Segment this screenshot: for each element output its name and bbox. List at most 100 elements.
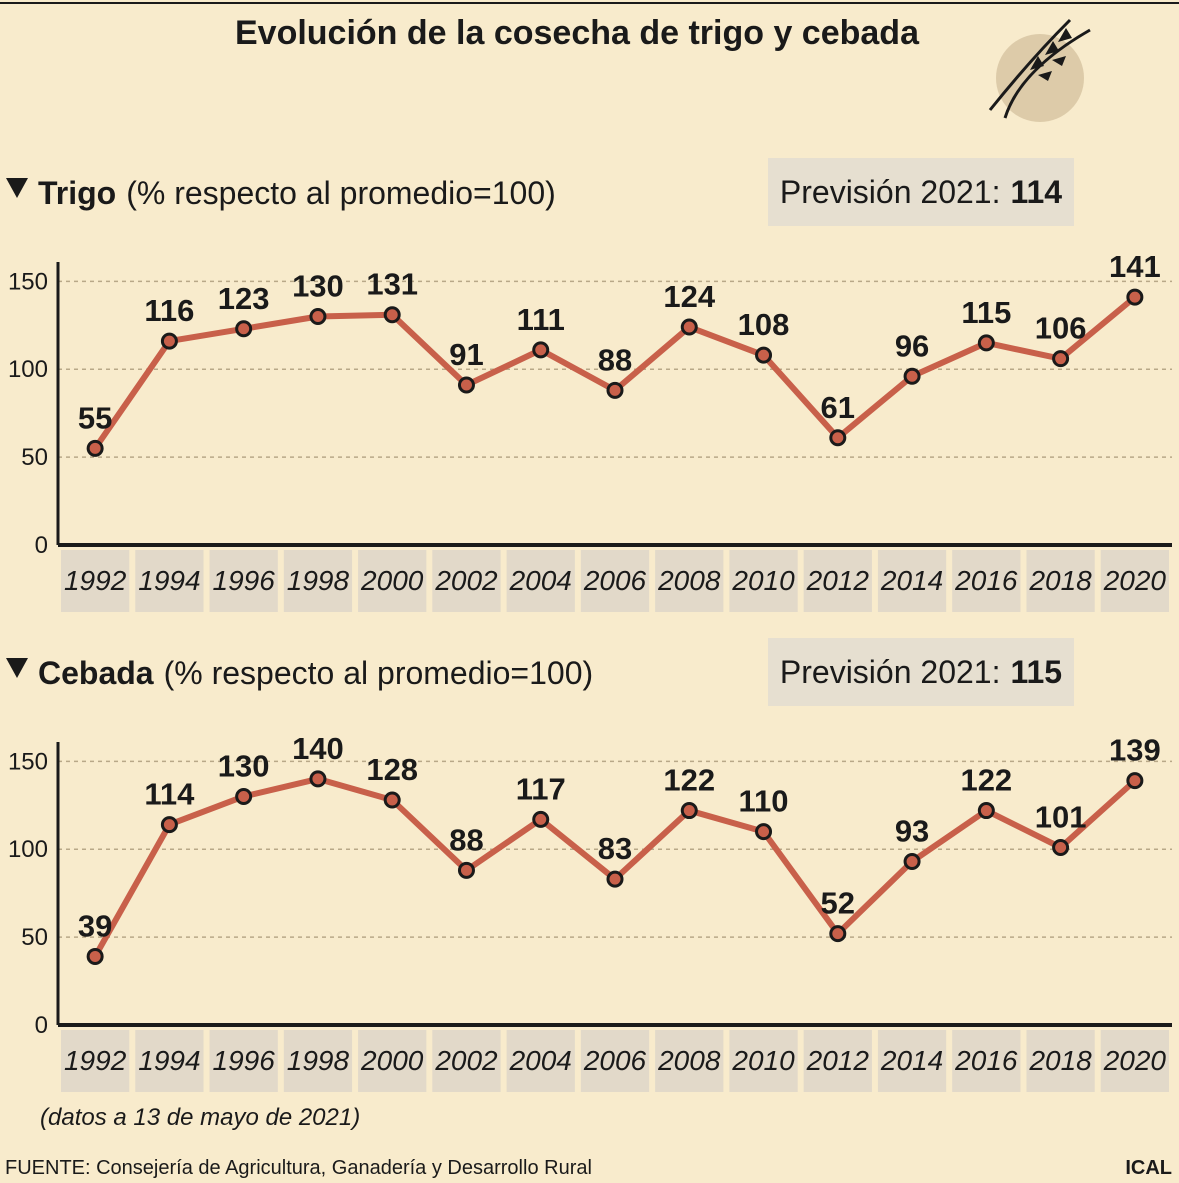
x-tick-label: 1998 bbox=[287, 565, 350, 596]
y-tick-label: 50 bbox=[21, 924, 48, 951]
forecast-label: Previsión 2021: bbox=[780, 174, 1001, 210]
data-label: 61 bbox=[821, 390, 855, 425]
data-label: 140 bbox=[292, 731, 344, 766]
x-tick-cell bbox=[432, 550, 501, 612]
data-label: 83 bbox=[598, 831, 632, 866]
data-point bbox=[755, 346, 773, 364]
x-tick-cell bbox=[580, 550, 650, 612]
main-title: Evolución de la cosecha de trigo y cebad… bbox=[235, 14, 920, 52]
x-tick-label: 2014 bbox=[880, 1045, 943, 1076]
x-tick-label: 1994 bbox=[138, 565, 200, 596]
x-tick-cell bbox=[655, 1030, 724, 1092]
x-tick-label: 2000 bbox=[360, 1045, 424, 1076]
data-point bbox=[977, 802, 995, 820]
x-tick-cell bbox=[209, 550, 278, 612]
data-label: 130 bbox=[292, 268, 344, 303]
x-tick-label: 2010 bbox=[731, 1045, 795, 1076]
x-tick-label: 2002 bbox=[434, 1045, 498, 1076]
forecast: Previsión 2021: 114 bbox=[780, 174, 1062, 210]
x-tick-cell bbox=[1100, 550, 1169, 612]
chart-subtitle: (% respecto al promedio=100) bbox=[126, 175, 556, 211]
x-tick-label: 1998 bbox=[287, 1045, 350, 1076]
data-point bbox=[1052, 838, 1070, 856]
chart-title: Cebada bbox=[38, 655, 154, 691]
data-label: 110 bbox=[739, 784, 789, 819]
x-tick-cell bbox=[209, 1030, 278, 1092]
x-tick-label: 1996 bbox=[213, 1045, 276, 1076]
data-point bbox=[457, 861, 475, 879]
data-label: 122 bbox=[663, 763, 715, 798]
data-label: 114 bbox=[144, 777, 195, 812]
data-point bbox=[383, 791, 401, 809]
data-label: 88 bbox=[449, 822, 483, 857]
forecast-value: 114 bbox=[1010, 174, 1062, 210]
chart-subtitle: (% respecto al promedio=100) bbox=[164, 655, 594, 691]
x-tick-label: 1996 bbox=[213, 565, 276, 596]
x-tick-label: 2016 bbox=[954, 1045, 1018, 1076]
note: (datos a 13 de mayo de 2021) bbox=[40, 1104, 360, 1131]
x-tick-label: 2008 bbox=[657, 565, 721, 596]
x-tick-cell bbox=[729, 1030, 798, 1092]
x-tick-cell bbox=[655, 550, 724, 612]
y-tick-label: 0 bbox=[35, 1012, 48, 1039]
x-tick-cell bbox=[729, 550, 798, 612]
data-label: 111 bbox=[517, 302, 565, 337]
x-tick-label: 2006 bbox=[583, 1045, 647, 1076]
y-tick-label: 100 bbox=[8, 836, 48, 863]
x-tick-cell bbox=[952, 1030, 1021, 1092]
data-point bbox=[235, 320, 253, 338]
y-tick-label: 0 bbox=[35, 532, 48, 559]
x-tick-label: 2004 bbox=[509, 565, 572, 596]
data-point bbox=[680, 802, 698, 820]
data-point bbox=[532, 341, 550, 359]
data-label: 39 bbox=[78, 908, 112, 943]
source: FUENTE: Consejería de Agricultura, Ganad… bbox=[5, 1157, 592, 1179]
data-point bbox=[1052, 350, 1070, 368]
data-label: 55 bbox=[78, 400, 112, 435]
forecast-box bbox=[768, 638, 1074, 706]
data-point bbox=[86, 947, 104, 965]
forecast-value: 115 bbox=[1010, 654, 1062, 690]
x-tick-label: 1994 bbox=[138, 1045, 200, 1076]
forecast-box bbox=[768, 158, 1074, 226]
x-tick-cell bbox=[283, 1030, 353, 1092]
x-tick-cell bbox=[1100, 1030, 1169, 1092]
data-point bbox=[160, 816, 178, 834]
x-tick-cell bbox=[580, 1030, 650, 1092]
data-label: 122 bbox=[960, 763, 1012, 798]
y-tick-label: 50 bbox=[21, 444, 48, 471]
data-point bbox=[755, 823, 773, 841]
x-tick-cell bbox=[61, 550, 130, 612]
data-point bbox=[86, 439, 104, 457]
y-tick-label: 100 bbox=[8, 356, 48, 383]
forecast: Previsión 2021: 115 bbox=[780, 654, 1062, 690]
x-tick-label: 2010 bbox=[731, 565, 795, 596]
x-tick-cell bbox=[803, 1030, 872, 1092]
x-tick-cell bbox=[61, 1030, 130, 1092]
header-marker bbox=[6, 658, 28, 678]
data-point bbox=[903, 853, 921, 871]
data-point bbox=[1126, 772, 1144, 790]
credit: ICAL bbox=[1125, 1157, 1172, 1179]
data-label: 130 bbox=[218, 748, 270, 783]
data-point bbox=[235, 787, 253, 805]
x-tick-cell bbox=[877, 550, 947, 612]
data-point bbox=[977, 334, 995, 352]
data-point bbox=[606, 870, 624, 888]
x-tick-label: 1992 bbox=[64, 1045, 127, 1076]
data-point bbox=[160, 332, 178, 350]
data-label: 93 bbox=[895, 814, 929, 849]
x-tick-cell bbox=[1026, 550, 1095, 612]
x-tick-cell bbox=[135, 550, 204, 612]
chart-header: Cebada (% respecto al promedio=100) bbox=[38, 655, 593, 691]
data-label: 139 bbox=[1109, 733, 1161, 768]
y-tick-label: 150 bbox=[8, 268, 48, 295]
x-tick-label: 2020 bbox=[1103, 1045, 1167, 1076]
wheat-icon bbox=[988, 18, 1091, 122]
data-label: 115 bbox=[961, 295, 1011, 330]
data-label: 108 bbox=[738, 307, 790, 342]
data-point bbox=[457, 376, 475, 394]
x-tick-label: 2006 bbox=[583, 565, 647, 596]
data-point bbox=[383, 306, 401, 324]
